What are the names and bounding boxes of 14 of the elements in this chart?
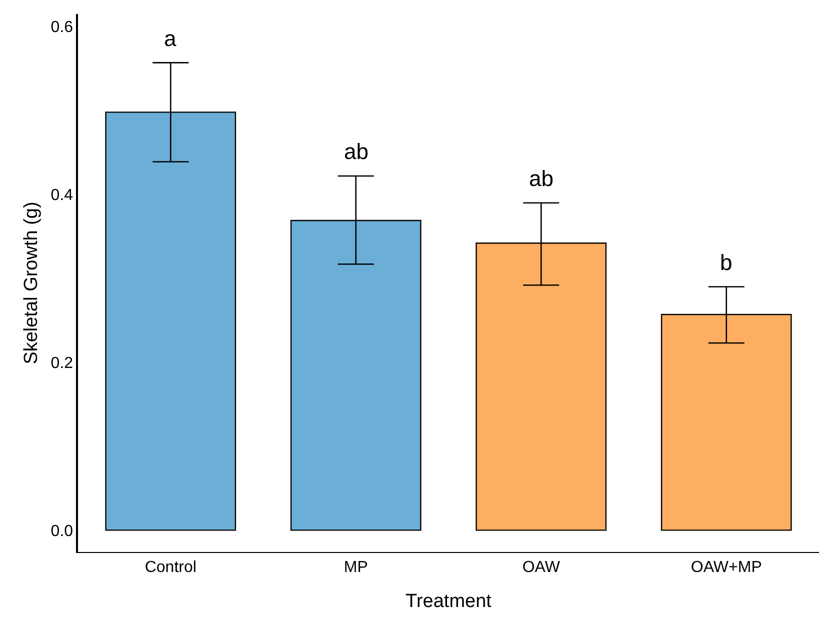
x-axis-title: Treatment [406, 591, 492, 612]
x-tick-label: MP [344, 559, 368, 576]
y-tick-label: 0.0 [50, 522, 74, 540]
annotation: b [720, 250, 732, 275]
y-tick-label: 0.4 [50, 187, 74, 204]
x-tick-label: Control [144, 559, 196, 576]
x-tick-label: OAW [522, 559, 561, 576]
y-tick-label: 0.2 [50, 354, 74, 372]
annotation: a [164, 26, 177, 51]
y-axis-title: Skeletal Growth (g) [21, 202, 42, 364]
y-tick-label: 0.6 [50, 19, 74, 36]
x-tick-label: OAW+MP [690, 559, 762, 576]
annotation: ab [529, 166, 554, 191]
annotation: ab [344, 139, 368, 164]
